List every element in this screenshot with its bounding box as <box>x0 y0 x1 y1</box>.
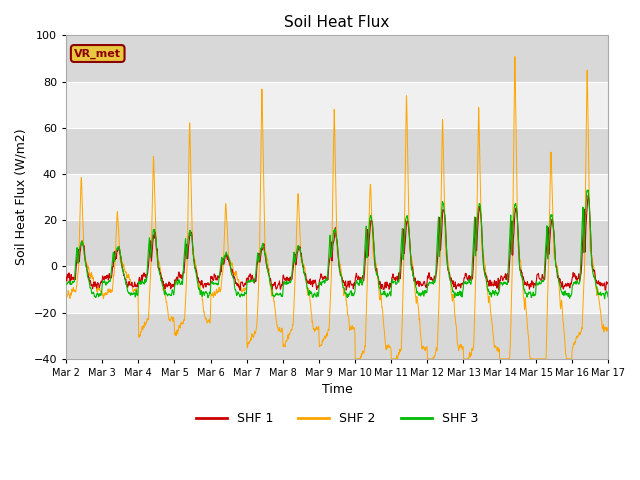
Bar <box>66 174 608 220</box>
Legend: SHF 1, SHF 2, SHF 3: SHF 1, SHF 2, SHF 3 <box>191 407 483 430</box>
X-axis label: Time: Time <box>322 384 353 396</box>
Bar <box>66 36 608 82</box>
Title: Soil Heat Flux: Soil Heat Flux <box>284 15 390 30</box>
Bar <box>66 266 608 312</box>
Y-axis label: Soil Heat Flux (W/m2): Soil Heat Flux (W/m2) <box>15 129 28 265</box>
Text: VR_met: VR_met <box>74 48 121 59</box>
Bar <box>66 82 608 128</box>
Bar <box>66 128 608 174</box>
Bar <box>66 220 608 266</box>
Bar <box>66 312 608 359</box>
